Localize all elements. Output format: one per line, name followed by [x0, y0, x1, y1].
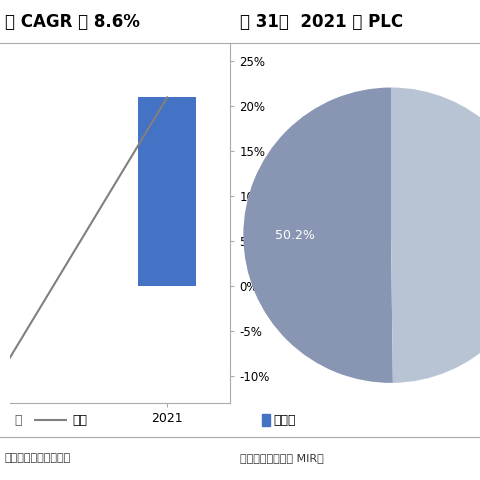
Wedge shape — [391, 87, 480, 383]
Text: ）: ） — [14, 413, 22, 427]
Text: 中大型: 中大型 — [274, 413, 296, 427]
Text: 同比: 同比 — [72, 413, 87, 427]
Text: 亿院，国海证券研究所: 亿院，国海证券研究所 — [5, 454, 71, 463]
Bar — [138, 97, 196, 286]
Text: 资料来源：睷工业 MIR，: 资料来源：睷工业 MIR， — [240, 454, 324, 463]
Wedge shape — [243, 87, 393, 383]
Text: 年 CAGR 为 8.6%: 年 CAGR 为 8.6% — [5, 12, 140, 31]
Text: 50.2%: 50.2% — [275, 228, 315, 242]
Text: 图 31：  2021 年 PLC: 图 31： 2021 年 PLC — [240, 12, 403, 31]
